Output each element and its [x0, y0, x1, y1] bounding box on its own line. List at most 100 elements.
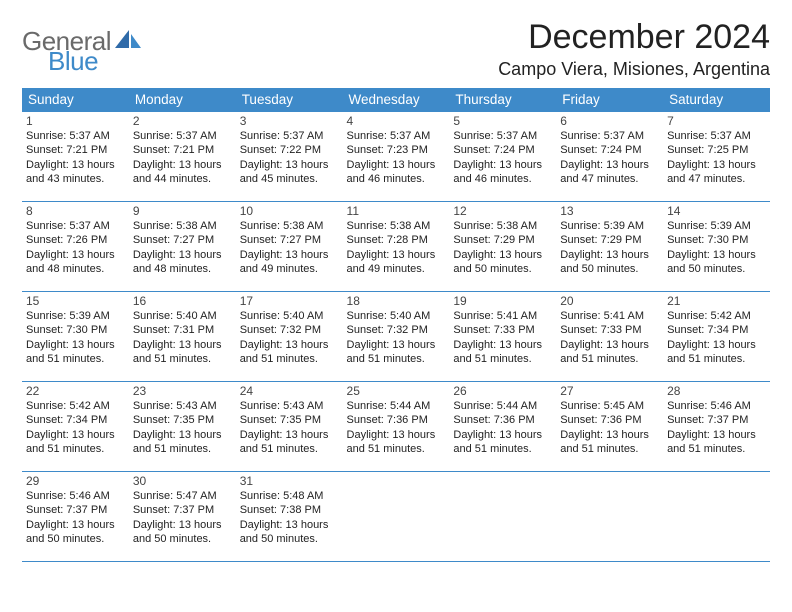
- day-number: 12: [453, 204, 552, 218]
- dow-saturday: Saturday: [663, 88, 770, 112]
- calendar-day-cell: 1Sunrise: 5:37 AMSunset: 7:21 PMDaylight…: [22, 112, 129, 202]
- day-number: 9: [133, 204, 232, 218]
- day-info: Sunrise: 5:39 AMSunset: 7:30 PMDaylight:…: [26, 309, 125, 366]
- sunrise-line: Sunrise: 5:41 AM: [453, 309, 552, 323]
- day-info: Sunrise: 5:37 AMSunset: 7:24 PMDaylight:…: [453, 129, 552, 186]
- daylight-line: Daylight: 13 hours and 44 minutes.: [133, 158, 232, 187]
- calendar-empty-cell: [343, 472, 450, 562]
- sunset-line: Sunset: 7:35 PM: [240, 413, 339, 427]
- daylight-line: Daylight: 13 hours and 49 minutes.: [240, 248, 339, 277]
- sunrise-line: Sunrise: 5:42 AM: [667, 309, 766, 323]
- calendar-day-cell: 25Sunrise: 5:44 AMSunset: 7:36 PMDayligh…: [343, 382, 450, 472]
- daylight-line: Daylight: 13 hours and 51 minutes.: [26, 338, 125, 367]
- sunrise-line: Sunrise: 5:39 AM: [667, 219, 766, 233]
- daylight-line: Daylight: 13 hours and 50 minutes.: [133, 518, 232, 547]
- day-info: Sunrise: 5:46 AMSunset: 7:37 PMDaylight:…: [26, 489, 125, 546]
- sunset-line: Sunset: 7:33 PM: [560, 323, 659, 337]
- sunrise-line: Sunrise: 5:37 AM: [560, 129, 659, 143]
- day-info: Sunrise: 5:40 AMSunset: 7:32 PMDaylight:…: [347, 309, 446, 366]
- sunrise-line: Sunrise: 5:44 AM: [347, 399, 446, 413]
- sunset-line: Sunset: 7:36 PM: [560, 413, 659, 427]
- daylight-line: Daylight: 13 hours and 47 minutes.: [560, 158, 659, 187]
- sunset-line: Sunset: 7:36 PM: [347, 413, 446, 427]
- day-info: Sunrise: 5:44 AMSunset: 7:36 PMDaylight:…: [453, 399, 552, 456]
- sunrise-line: Sunrise: 5:37 AM: [26, 129, 125, 143]
- calendar-day-cell: 12Sunrise: 5:38 AMSunset: 7:29 PMDayligh…: [449, 202, 556, 292]
- sunset-line: Sunset: 7:34 PM: [26, 413, 125, 427]
- day-number: 31: [240, 474, 339, 488]
- calendar-day-cell: 13Sunrise: 5:39 AMSunset: 7:29 PMDayligh…: [556, 202, 663, 292]
- day-info: Sunrise: 5:42 AMSunset: 7:34 PMDaylight:…: [667, 309, 766, 366]
- day-info: Sunrise: 5:37 AMSunset: 7:23 PMDaylight:…: [347, 129, 446, 186]
- calendar-day-cell: 11Sunrise: 5:38 AMSunset: 7:28 PMDayligh…: [343, 202, 450, 292]
- day-info: Sunrise: 5:38 AMSunset: 7:27 PMDaylight:…: [240, 219, 339, 276]
- day-info: Sunrise: 5:44 AMSunset: 7:36 PMDaylight:…: [347, 399, 446, 456]
- sunset-line: Sunset: 7:32 PM: [240, 323, 339, 337]
- day-number: 14: [667, 204, 766, 218]
- sunrise-line: Sunrise: 5:39 AM: [560, 219, 659, 233]
- day-number: 21: [667, 294, 766, 308]
- sunset-line: Sunset: 7:27 PM: [133, 233, 232, 247]
- sunrise-line: Sunrise: 5:38 AM: [347, 219, 446, 233]
- daylight-line: Daylight: 13 hours and 51 minutes.: [347, 338, 446, 367]
- day-number: 13: [560, 204, 659, 218]
- calendar-day-cell: 3Sunrise: 5:37 AMSunset: 7:22 PMDaylight…: [236, 112, 343, 202]
- sunrise-line: Sunrise: 5:42 AM: [26, 399, 125, 413]
- day-number: 30: [133, 474, 232, 488]
- calendar-day-cell: 21Sunrise: 5:42 AMSunset: 7:34 PMDayligh…: [663, 292, 770, 382]
- calendar-week-row: 8Sunrise: 5:37 AMSunset: 7:26 PMDaylight…: [22, 202, 770, 292]
- day-number: 2: [133, 114, 232, 128]
- calendar-day-cell: 6Sunrise: 5:37 AMSunset: 7:24 PMDaylight…: [556, 112, 663, 202]
- day-info: Sunrise: 5:37 AMSunset: 7:25 PMDaylight:…: [667, 129, 766, 186]
- calendar-day-cell: 2Sunrise: 5:37 AMSunset: 7:21 PMDaylight…: [129, 112, 236, 202]
- sunset-line: Sunset: 7:21 PM: [26, 143, 125, 157]
- sunrise-line: Sunrise: 5:40 AM: [347, 309, 446, 323]
- day-info: Sunrise: 5:46 AMSunset: 7:37 PMDaylight:…: [667, 399, 766, 456]
- title-block: December 2024 Campo Viera, Misiones, Arg…: [498, 18, 770, 80]
- day-number: 11: [347, 204, 446, 218]
- calendar-week-row: 1Sunrise: 5:37 AMSunset: 7:21 PMDaylight…: [22, 112, 770, 202]
- day-number: 19: [453, 294, 552, 308]
- daylight-line: Daylight: 13 hours and 45 minutes.: [240, 158, 339, 187]
- daylight-line: Daylight: 13 hours and 51 minutes.: [240, 428, 339, 457]
- daylight-line: Daylight: 13 hours and 50 minutes.: [240, 518, 339, 547]
- sunset-line: Sunset: 7:36 PM: [453, 413, 552, 427]
- day-number: 20: [560, 294, 659, 308]
- day-number: 18: [347, 294, 446, 308]
- daylight-line: Daylight: 13 hours and 51 minutes.: [560, 338, 659, 367]
- day-info: Sunrise: 5:37 AMSunset: 7:22 PMDaylight:…: [240, 129, 339, 186]
- daylight-line: Daylight: 13 hours and 51 minutes.: [453, 338, 552, 367]
- sunrise-line: Sunrise: 5:37 AM: [26, 219, 125, 233]
- dow-sunday: Sunday: [22, 88, 129, 112]
- sunset-line: Sunset: 7:37 PM: [26, 503, 125, 517]
- daylight-line: Daylight: 13 hours and 50 minutes.: [26, 518, 125, 547]
- day-info: Sunrise: 5:48 AMSunset: 7:38 PMDaylight:…: [240, 489, 339, 546]
- daylight-line: Daylight: 13 hours and 50 minutes.: [667, 248, 766, 277]
- calendar-day-cell: 9Sunrise: 5:38 AMSunset: 7:27 PMDaylight…: [129, 202, 236, 292]
- sunset-line: Sunset: 7:23 PM: [347, 143, 446, 157]
- daylight-line: Daylight: 13 hours and 46 minutes.: [347, 158, 446, 187]
- sunrise-line: Sunrise: 5:37 AM: [453, 129, 552, 143]
- calendar-day-cell: 19Sunrise: 5:41 AMSunset: 7:33 PMDayligh…: [449, 292, 556, 382]
- calendar-day-cell: 4Sunrise: 5:37 AMSunset: 7:23 PMDaylight…: [343, 112, 450, 202]
- calendar-day-cell: 28Sunrise: 5:46 AMSunset: 7:37 PMDayligh…: [663, 382, 770, 472]
- day-number: 3: [240, 114, 339, 128]
- sunrise-line: Sunrise: 5:39 AM: [26, 309, 125, 323]
- daylight-line: Daylight: 13 hours and 51 minutes.: [347, 428, 446, 457]
- day-info: Sunrise: 5:39 AMSunset: 7:30 PMDaylight:…: [667, 219, 766, 276]
- calendar-day-cell: 26Sunrise: 5:44 AMSunset: 7:36 PMDayligh…: [449, 382, 556, 472]
- sunrise-line: Sunrise: 5:38 AM: [453, 219, 552, 233]
- day-info: Sunrise: 5:43 AMSunset: 7:35 PMDaylight:…: [240, 399, 339, 456]
- location-subtitle: Campo Viera, Misiones, Argentina: [498, 59, 770, 80]
- daylight-line: Daylight: 13 hours and 51 minutes.: [453, 428, 552, 457]
- calendar-day-cell: 17Sunrise: 5:40 AMSunset: 7:32 PMDayligh…: [236, 292, 343, 382]
- day-info: Sunrise: 5:47 AMSunset: 7:37 PMDaylight:…: [133, 489, 232, 546]
- calendar-day-cell: 30Sunrise: 5:47 AMSunset: 7:37 PMDayligh…: [129, 472, 236, 562]
- calendar-page: General Blue December 2024 Campo Viera, …: [0, 0, 792, 562]
- daylight-line: Daylight: 13 hours and 51 minutes.: [240, 338, 339, 367]
- daylight-line: Daylight: 13 hours and 49 minutes.: [347, 248, 446, 277]
- day-info: Sunrise: 5:45 AMSunset: 7:36 PMDaylight:…: [560, 399, 659, 456]
- daylight-line: Daylight: 13 hours and 46 minutes.: [453, 158, 552, 187]
- sunset-line: Sunset: 7:29 PM: [560, 233, 659, 247]
- sunset-line: Sunset: 7:33 PM: [453, 323, 552, 337]
